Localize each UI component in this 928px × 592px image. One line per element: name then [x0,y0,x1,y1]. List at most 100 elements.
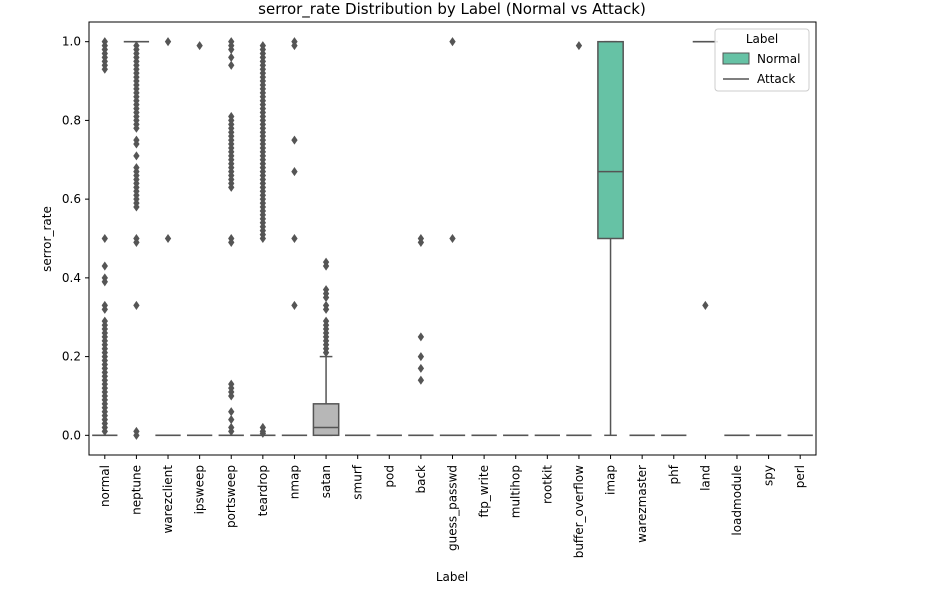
box-iqr [597,40,624,240]
x-axis-label: Label [436,570,468,584]
outlier-point [133,430,140,440]
outlier-point [101,64,108,74]
y-axis-label: serror_rate [40,206,54,272]
y-axis: 0.0 0.2 0.4 0.6 0.8 1.0 [62,35,89,442]
legend-normal-swatch [722,52,750,65]
outlier-point [228,182,235,192]
x-axis: normal neptune warezclient ipsweep portsweep… [98,455,807,558]
outlier-point [322,348,330,358]
outlier-point [228,415,235,425]
x-tick-label-buffer-overflow: buffer_overflow [572,465,586,558]
outlier-point [322,261,330,271]
x-tick-label-normal: normal [98,465,112,507]
outlier-point [101,261,108,271]
outlier-point [322,304,330,314]
box-warezclient [155,37,181,437]
outlier-point [575,41,583,51]
box-teardrop [250,41,276,438]
outlier-point [228,237,235,247]
outlier-point [164,37,172,47]
outlier-point [133,151,140,161]
x-tick-label-nmap: nmap [287,465,301,499]
box-satan [312,257,340,437]
x-tick-label-rootkit: rootkit [540,465,554,504]
box-buffer-overflow [566,41,592,437]
x-tick-label-smurf: smurf [351,464,365,499]
outlier-point [228,426,235,436]
outlier-point [164,233,172,244]
outlier-point [449,233,456,244]
box-portsweep [218,37,244,437]
x-tick-label-neptune: neptune [129,465,143,515]
box-ipsweep [186,41,213,437]
box-nmap [281,37,308,437]
outlier-point [228,60,235,70]
outlier-point [291,41,298,51]
box-normal [92,37,118,437]
legend-title: Label [746,32,778,46]
outlier-point [291,300,298,310]
outlier-point [101,233,108,244]
box-land [692,40,719,310]
outlier-point [449,37,456,47]
box-iqr [312,403,340,437]
outlier-point [291,135,298,145]
x-tick-label-teardrop: teardrop [256,465,270,516]
x-tick-label-back: back [414,465,428,494]
x-tick-label-perl: perl [793,465,807,488]
outlier-point [101,277,108,287]
outlier-point [259,428,267,438]
outlier-point [133,202,140,212]
outlier-point [101,304,108,314]
box-neptune [123,40,150,440]
y-tick-label: 0.2 [62,350,81,364]
y-tick-label: 1.0 [62,35,81,49]
y-tick-label: 0.4 [62,271,81,285]
legend-normal-label: Normal [757,52,800,66]
box-imap [597,40,624,437]
x-tick-label-ipsweep: ipsweep [193,465,207,514]
x-tick-label-portsweep: portsweep [224,465,238,528]
x-tick-label-spy: spy [762,465,776,486]
x-tick-label-warezmaster: warezmaster [635,465,649,543]
outlier-point [702,300,709,310]
x-tick-label-loadmodule: loadmodule [730,465,744,536]
x-tick-label-ftp-write: ftp_write [477,465,491,518]
outlier-point [228,52,235,62]
outlier-point [133,237,140,247]
x-tick-label-imap: imap [604,465,618,495]
outlier-point [417,237,425,247]
outlier-point [417,363,425,373]
outlier-point [259,233,267,244]
x-tick-label-phf: phf [667,464,681,484]
box-back [408,233,434,437]
outlier-point [228,407,235,417]
x-tick-label-warezclient: warezclient [161,465,175,534]
x-tick-label-pod: pod [382,465,396,488]
y-tick-label: 0.0 [62,428,81,442]
x-tick-label-multihop: multihop [509,465,523,518]
outlier-point [196,41,203,51]
outlier-point [417,332,425,342]
legend-attack-label: Attack [757,72,795,86]
outlier-point [133,300,140,310]
outlier-point [417,375,425,385]
outlier-point [133,123,140,133]
chart-title: serror_rate Distribution by Label (Norma… [258,0,646,19]
outlier-point [133,139,140,149]
legend: Label Normal Attack [714,28,810,92]
outlier-point [417,352,425,362]
box-guess-passwd [439,37,466,437]
outlier-point [291,167,298,177]
x-tick-label-satan: satan [319,465,333,498]
outlier-point [228,391,235,401]
y-tick-label: 0.8 [62,113,81,127]
x-tick-label-guess-passwd: guess_passwd [446,465,460,551]
x-tick-label-land: land [698,465,712,491]
legend-frame [714,28,810,92]
outlier-point [101,426,108,436]
outlier-point [291,233,298,244]
plot-area [92,37,813,440]
y-tick-label: 0.6 [62,192,81,206]
